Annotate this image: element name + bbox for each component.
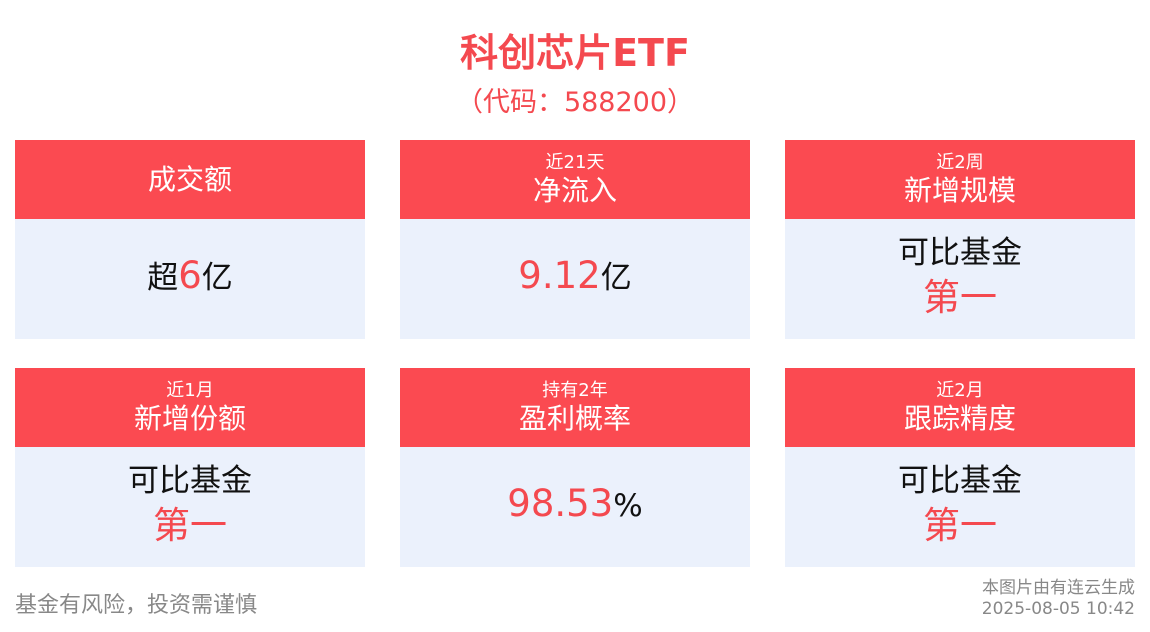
source: 本图片由有连云生成 2025-08-05 10:42: [982, 578, 1135, 620]
card-title: 净流入: [532, 173, 617, 207]
card-title: 盈利概率: [518, 401, 631, 435]
value-segment: 第一: [923, 504, 997, 547]
value-segment: 可比基金: [128, 463, 252, 499]
card-body: 9.12亿: [400, 219, 750, 339]
subtitle: （代码：588200）: [455, 87, 695, 118]
source-text: 本图片由有连云生成: [982, 578, 1135, 598]
value-segment: 可比基金: [898, 235, 1022, 271]
value-segment: 6: [178, 253, 202, 297]
card-header: 持有2年 盈利概率: [400, 368, 750, 447]
value-line: 第一: [153, 506, 227, 553]
value-segment: %: [613, 487, 643, 524]
value-segment: 超: [147, 259, 179, 296]
card-header: 近1月 新增份额: [15, 368, 365, 447]
value-segment: 第一: [153, 504, 227, 547]
disclaimer: 基金有风险，投资需谨慎: [15, 593, 258, 618]
value-segment: 亿: [600, 259, 632, 296]
value-segment: 可比基金: [898, 463, 1022, 499]
card-label: 近21天: [545, 151, 605, 173]
card-header: 近2周 新增规模: [785, 140, 1135, 219]
card: 持有2年 盈利概率 98.53%: [400, 368, 750, 567]
card: 近2周 新增规模可比基金第一: [785, 140, 1135, 339]
value-line: 可比基金: [898, 233, 1022, 278]
timestamp: 2025-08-05 10:42: [981, 599, 1135, 619]
value-line: 第一: [923, 506, 997, 553]
card-label: 持有2年: [542, 379, 608, 401]
card-title: 跟踪精度: [903, 401, 1016, 435]
card-header: 近21天 净流入: [400, 140, 750, 219]
value-segment: 第一: [923, 276, 997, 319]
card-label: 近2月: [936, 379, 984, 401]
value-segment: 亿: [201, 259, 233, 296]
value-line: 第一: [923, 278, 997, 325]
card-label: 近1月: [166, 379, 214, 401]
card-label: 近2周: [936, 151, 984, 173]
card: 成交额超6亿: [15, 140, 365, 339]
value-segment: 98.53: [507, 481, 614, 525]
card-title: 新增规模: [903, 173, 1016, 207]
card-body: 可比基金 第一: [785, 447, 1135, 567]
value-line: 可比基金: [128, 461, 252, 506]
card-title: 成交额: [147, 162, 232, 196]
card-title: 新增份额: [133, 401, 246, 435]
card: 近2月 跟踪精度可比基金第一: [785, 368, 1135, 567]
value-line: 可比基金: [898, 461, 1022, 506]
card: 近21天 净流入 9.12亿: [400, 140, 750, 339]
value-segment: 9.12: [518, 253, 601, 297]
card-body: 超6亿: [15, 219, 365, 339]
value-line: 超6亿: [147, 253, 233, 303]
card-body: 可比基金 第一: [785, 219, 1135, 339]
card-header: 近2月 跟踪精度: [785, 368, 1135, 447]
card-header: 成交额: [15, 140, 365, 219]
title: 科创芯片ETF: [460, 31, 690, 75]
value-line: 9.12亿: [518, 253, 632, 303]
card: 近1月 新增份额可比基金第一: [15, 368, 365, 567]
card-body: 98.53%: [400, 447, 750, 567]
value-line: 98.53%: [507, 481, 643, 531]
card-body: 可比基金 第一: [15, 447, 365, 567]
